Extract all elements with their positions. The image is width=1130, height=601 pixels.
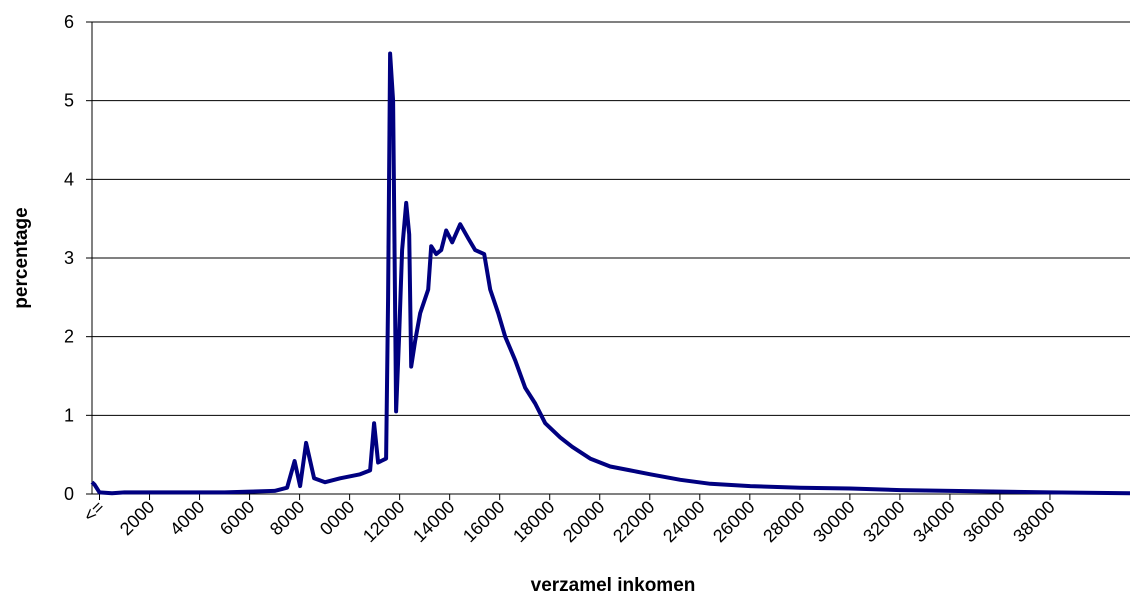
x-tick-label: 28000 [759,497,809,547]
x-tick-label: 22000 [609,497,659,547]
x-tick-label: 16000 [459,497,509,547]
x-tick-label: 2000 [116,497,158,539]
x-tick-label: 18000 [509,497,559,547]
x-tick-label: 26000 [709,497,759,547]
y-tick-label: 5 [64,91,74,111]
x-tick-label: 8000 [266,497,308,539]
x-tick-label: 32000 [859,497,909,547]
y-tick-label: 4 [64,169,74,189]
x-axis-label: verzamel inkomen [531,575,696,596]
y-axis-label: percentage [11,207,32,308]
x-tick-label: 38000 [1009,497,1059,547]
x-tick-label: 6000 [216,497,258,539]
x-tick-label: 4000 [166,497,208,539]
line-series [90,51,1130,496]
x-tick-label: 30000 [809,497,859,547]
x-tick-label: 24000 [659,497,709,547]
y-tick-label: 1 [64,405,74,425]
y-tick-label: 6 [64,12,74,32]
x-tick-label: 20000 [559,497,609,547]
x-tick-label: <= [79,497,108,526]
y-tick-label: 3 [64,248,74,268]
x-tick-label: 14000 [409,497,459,547]
x-tick-label: 34000 [909,497,959,547]
x-tick-label: 12000 [359,497,409,547]
y-tick-label: 2 [64,327,74,347]
x-tick-label: 0000 [316,497,358,539]
y-tick-label: 0 [64,484,74,504]
x-tick-label: 36000 [959,497,1009,547]
